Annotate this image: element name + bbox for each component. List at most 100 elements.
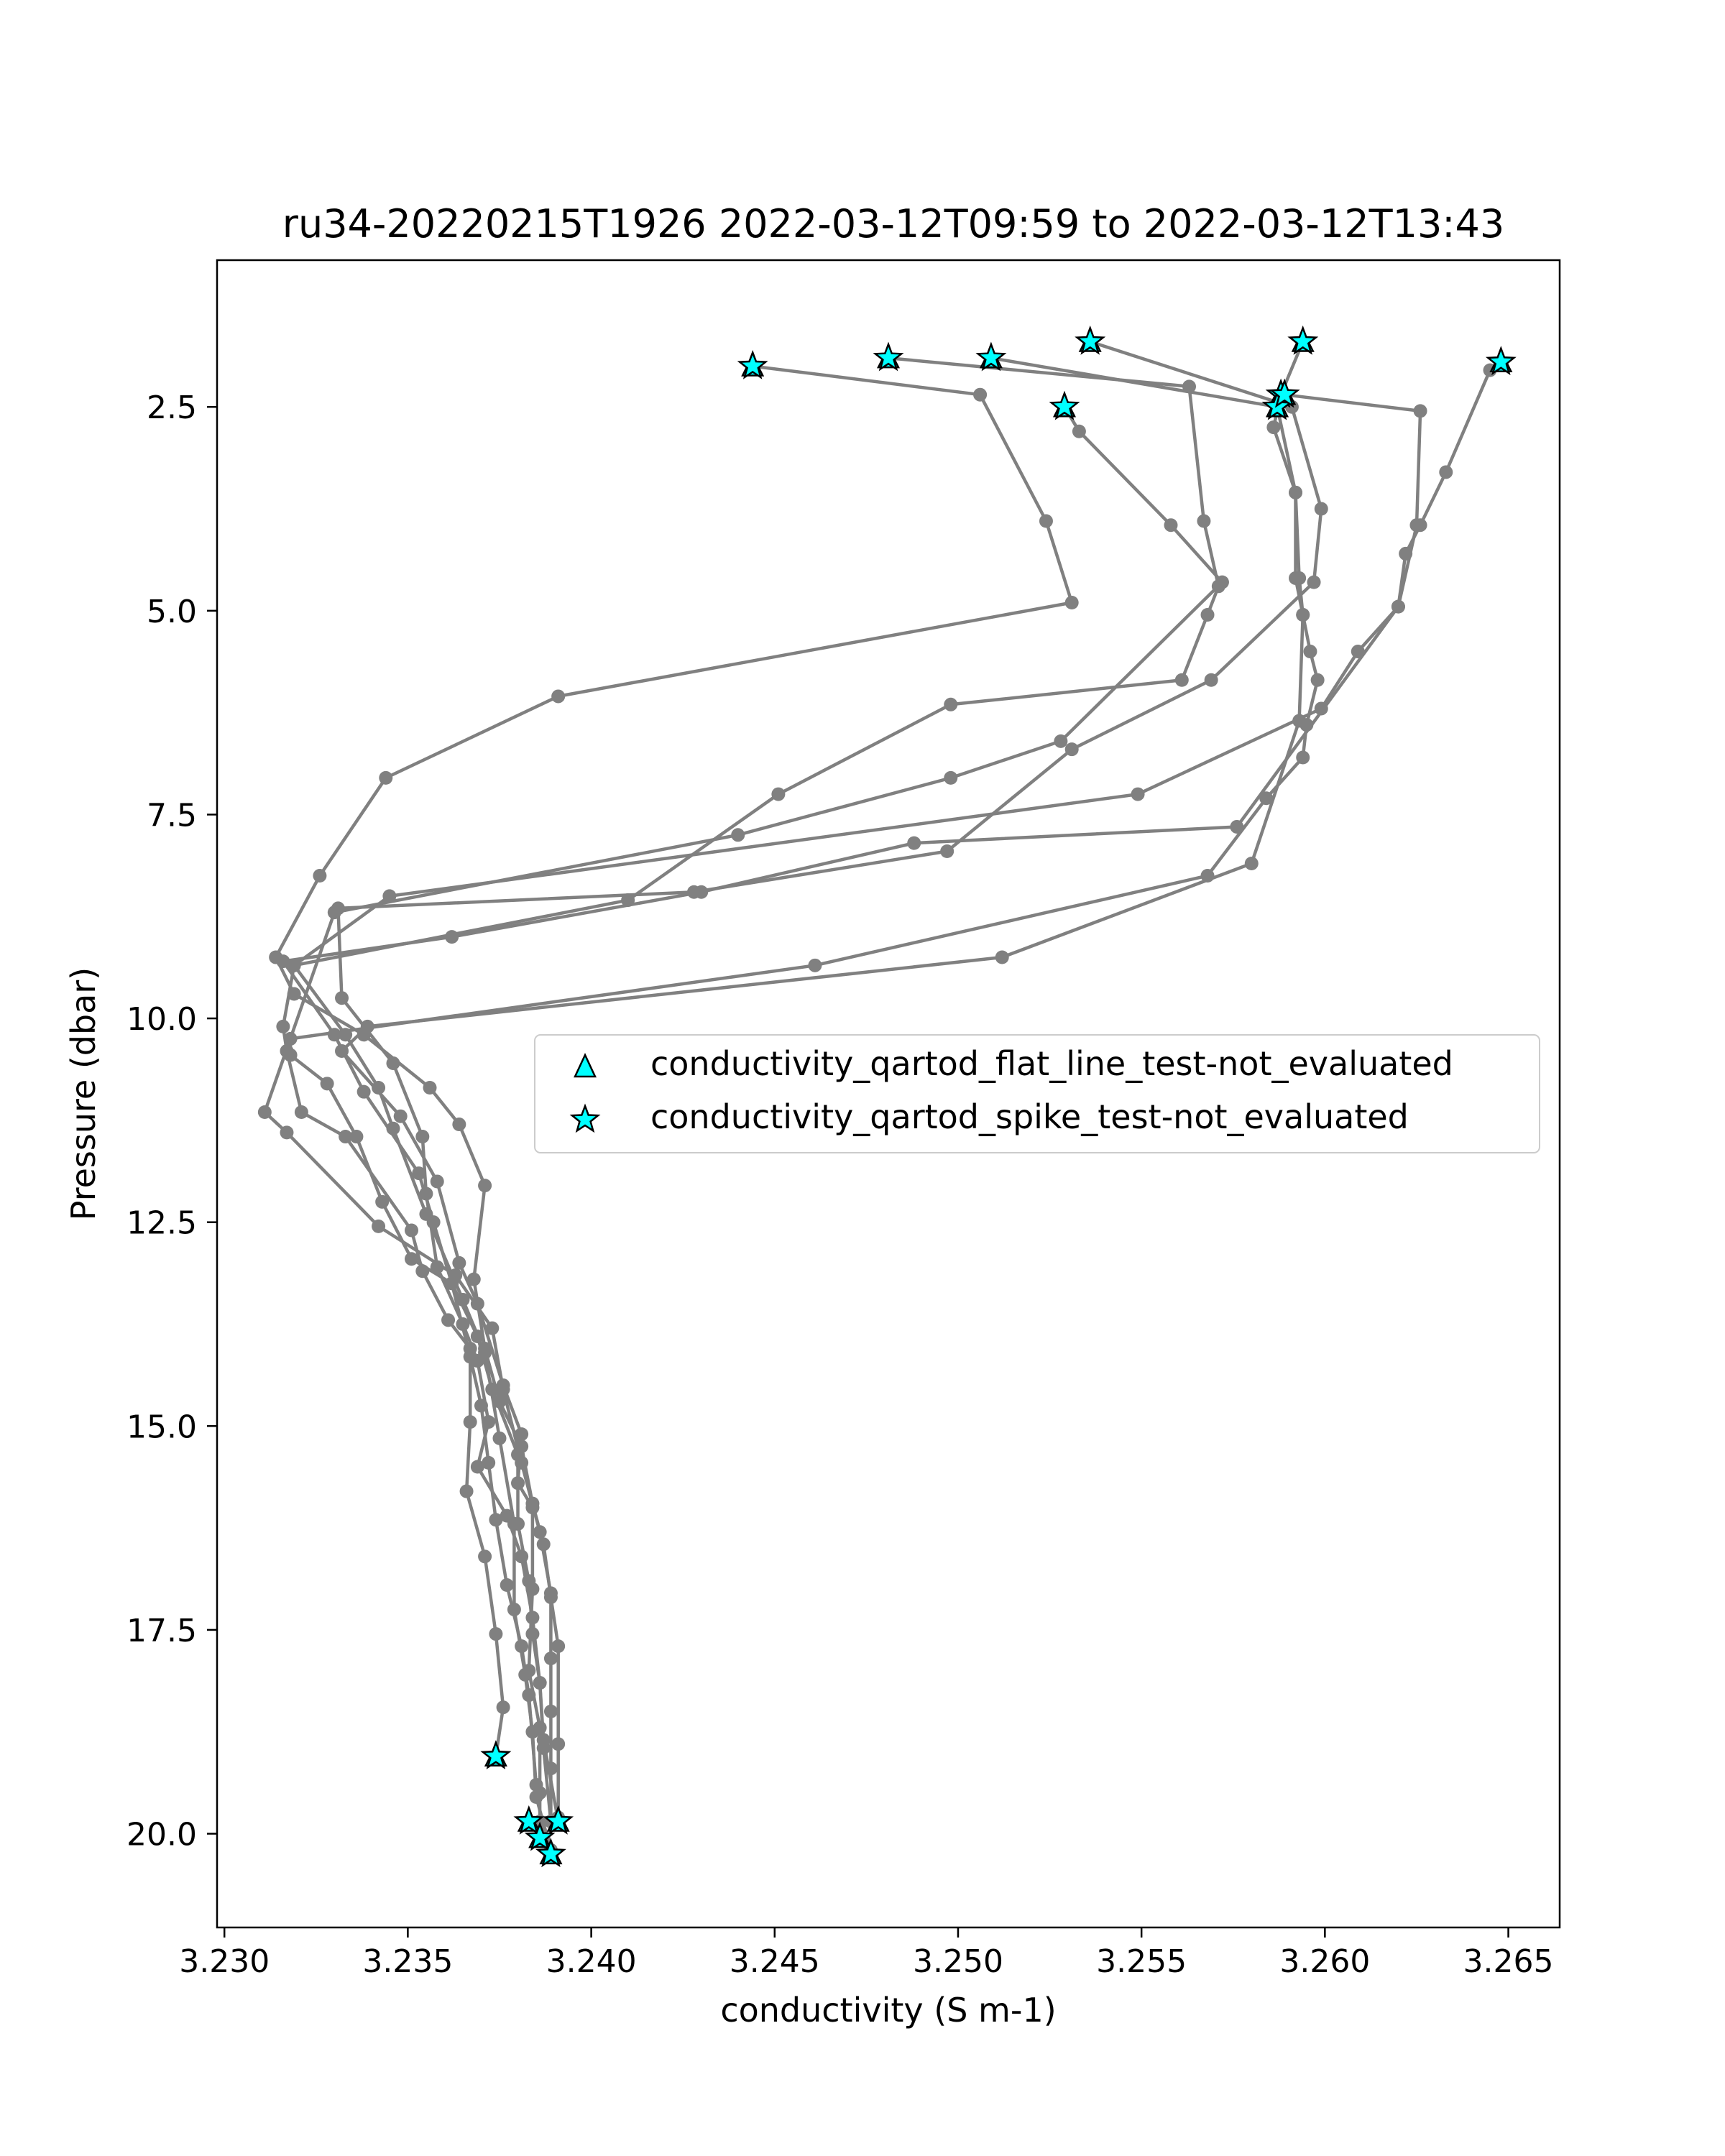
data-point xyxy=(1174,673,1189,687)
data-point xyxy=(1259,791,1274,806)
data-point xyxy=(551,689,566,704)
data-point xyxy=(335,991,349,1005)
spike-marker xyxy=(535,1838,566,1868)
x-tick-label: 3.245 xyxy=(730,1943,820,1980)
data-point xyxy=(1164,518,1178,533)
data-point xyxy=(1292,571,1307,585)
data-point xyxy=(1303,645,1317,659)
data-point xyxy=(522,1574,536,1588)
x-axis: 3.230 3.235 3.240 3.245 3.250 3.255 3.260 3.265 xyxy=(179,1927,1554,1980)
data-point xyxy=(1064,742,1079,757)
data-point xyxy=(1439,465,1453,479)
data-point xyxy=(543,1586,558,1600)
data-point xyxy=(287,958,301,972)
x-tick-label: 3.260 xyxy=(1279,1943,1370,1980)
data-point xyxy=(356,1084,371,1099)
data-point xyxy=(393,1109,408,1123)
data-point xyxy=(276,1019,290,1033)
plot-area xyxy=(216,259,1561,1929)
profile-series-7 xyxy=(257,400,1229,1829)
data-point xyxy=(379,770,393,785)
data-point xyxy=(372,1080,386,1095)
data-point xyxy=(515,1427,529,1442)
x-tick-label: 3.240 xyxy=(546,1943,637,1980)
data-point xyxy=(1310,673,1325,687)
data-point xyxy=(525,1627,540,1641)
data-point xyxy=(482,1455,496,1470)
spike-marker xyxy=(1287,325,1319,355)
data-point xyxy=(518,1667,533,1682)
data-point xyxy=(470,1330,484,1344)
data-point xyxy=(995,950,1009,964)
data-point xyxy=(1244,857,1259,871)
series-layer xyxy=(257,334,1508,1857)
legend-entry-flat-line: conductivity_qartod_flat_line_test-not_e… xyxy=(574,1044,1453,1083)
data-point xyxy=(426,1215,441,1230)
data-point xyxy=(1200,607,1215,622)
data-point xyxy=(372,1219,386,1233)
triangle-marker-icon xyxy=(574,1053,597,1078)
data-point xyxy=(489,1627,503,1641)
data-point xyxy=(459,1484,474,1498)
data-point xyxy=(1197,514,1211,528)
data-point xyxy=(1204,673,1218,687)
spike-marker xyxy=(524,1821,556,1851)
data-point xyxy=(496,1700,510,1715)
data-point xyxy=(349,1130,364,1144)
data-point xyxy=(973,387,988,402)
data-point xyxy=(1064,595,1079,609)
data-point xyxy=(1391,599,1405,614)
data-point xyxy=(405,1223,419,1238)
data-point xyxy=(500,1578,514,1593)
qc-marker-layer xyxy=(480,325,1517,1868)
data-point xyxy=(1215,575,1229,589)
legend-box xyxy=(534,1034,1540,1153)
data-point xyxy=(412,1166,426,1181)
data-point xyxy=(280,1125,294,1140)
data-point xyxy=(529,1789,543,1804)
y-tick-label: 20.0 xyxy=(126,1817,197,1853)
legend-entry-spike: conductivity_qartod_spike_test-not_evalu… xyxy=(569,1097,1409,1136)
data-point xyxy=(944,697,958,711)
data-point xyxy=(445,1276,459,1291)
spike-marker xyxy=(1485,346,1517,376)
y-tick-label: 17.5 xyxy=(126,1613,197,1649)
x-tick-label: 3.265 xyxy=(1463,1943,1554,1980)
axes-frame xyxy=(216,259,1561,1929)
data-point xyxy=(320,1077,334,1091)
data-point xyxy=(907,836,921,850)
data-point xyxy=(474,1399,488,1413)
legend-label-spike: conductivity_qartod_spike_test-not_evalu… xyxy=(650,1097,1409,1136)
spike-marker xyxy=(1269,378,1300,408)
data-point xyxy=(294,1105,308,1120)
data-point xyxy=(533,1525,547,1539)
data-point xyxy=(1039,514,1053,528)
data-point xyxy=(551,1737,566,1751)
y-tick-label: 15.0 xyxy=(126,1409,197,1445)
spike-marker xyxy=(480,1740,512,1769)
data-point xyxy=(452,1256,466,1270)
data-point xyxy=(415,1130,430,1144)
data-point xyxy=(478,1549,492,1564)
data-point xyxy=(466,1272,481,1286)
profile-series-8 xyxy=(276,387,1427,1829)
legend-label-flat-line: conductivity_qartod_flat_line_test-not_e… xyxy=(650,1044,1453,1083)
data-point xyxy=(386,1056,400,1070)
profile-line xyxy=(336,340,1323,1822)
star-marker-icon xyxy=(569,1103,601,1133)
data-point xyxy=(1200,869,1215,883)
y-axis: 2.5 5.0 7.5 10.0 12.5 15.0 17.5 20.0 xyxy=(126,390,217,1853)
data-point xyxy=(1266,420,1281,435)
spike-marker xyxy=(737,349,768,379)
data-point xyxy=(489,1513,503,1527)
data-point xyxy=(463,1415,477,1429)
data-point xyxy=(731,828,745,842)
data-point xyxy=(1131,787,1145,801)
data-point xyxy=(405,1252,419,1266)
data-point xyxy=(533,1676,547,1690)
data-point xyxy=(1413,404,1427,418)
data-point xyxy=(525,1725,540,1739)
data-point xyxy=(551,1639,566,1654)
data-point xyxy=(430,1174,444,1189)
